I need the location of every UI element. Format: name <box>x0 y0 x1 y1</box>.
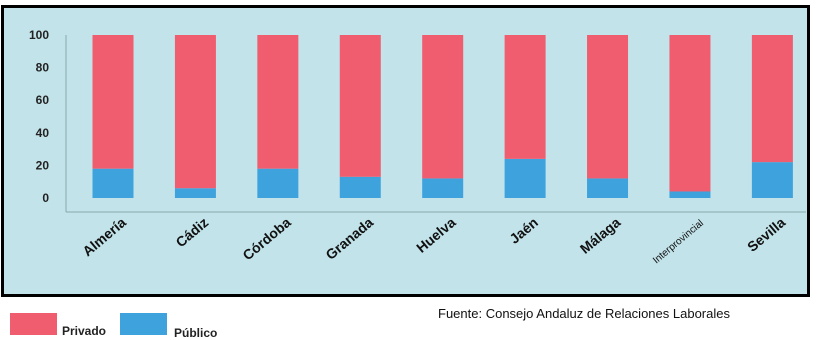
y-tick-label: 40 <box>36 126 50 140</box>
y-tick-label: 100 <box>29 28 49 42</box>
legend-label-publico: Público <box>174 326 218 340</box>
bar-publico <box>504 158 546 198</box>
bar-privado <box>174 35 216 189</box>
bar-privado <box>257 35 299 169</box>
source-note: Fuente: Consejo Andaluz de Relaciones La… <box>438 306 730 321</box>
bar-publico <box>587 178 629 198</box>
bar-privado <box>751 35 793 163</box>
bar-publico <box>257 168 299 198</box>
legend-label-privado: Privado <box>62 324 107 338</box>
bar-publico <box>422 178 464 198</box>
y-tick-label: 60 <box>36 93 50 107</box>
bar-publico <box>339 176 381 198</box>
legend-swatch-publico <box>120 313 167 335</box>
x-category-label: Córdoba <box>239 214 294 263</box>
y-tick-label: 0 <box>42 191 49 205</box>
bar-privado <box>669 35 711 192</box>
bar-privado <box>587 35 629 179</box>
x-category-label: Málaga <box>577 214 624 257</box>
x-category-label: Granada <box>322 214 376 263</box>
bar-publico <box>174 188 216 198</box>
legend-swatch-privado <box>10 313 57 335</box>
x-category-label: Jaén <box>506 214 541 247</box>
bar-privado <box>504 35 546 159</box>
y-tick-label: 80 <box>36 61 50 75</box>
bar-publico <box>751 162 793 198</box>
bar-privado <box>92 35 134 169</box>
x-category-label: Huelva <box>413 214 459 256</box>
y-tick-label: 20 <box>36 158 50 172</box>
bar-privado <box>339 35 381 177</box>
legend: Privado Público <box>10 313 240 340</box>
x-category-label: Sevilla <box>744 214 788 255</box>
bar-privado <box>422 35 464 179</box>
bar-publico <box>669 191 711 198</box>
x-category-label: Almería <box>79 214 129 259</box>
bar-publico <box>92 168 134 198</box>
x-category-label: Interprovincial <box>651 218 706 266</box>
stacked-bar-chart: 0 20 40 60 80 100 Almería Cádiz Córdoba Granada Hu… <box>29 28 806 266</box>
x-category-label: Cádiz <box>172 214 211 250</box>
